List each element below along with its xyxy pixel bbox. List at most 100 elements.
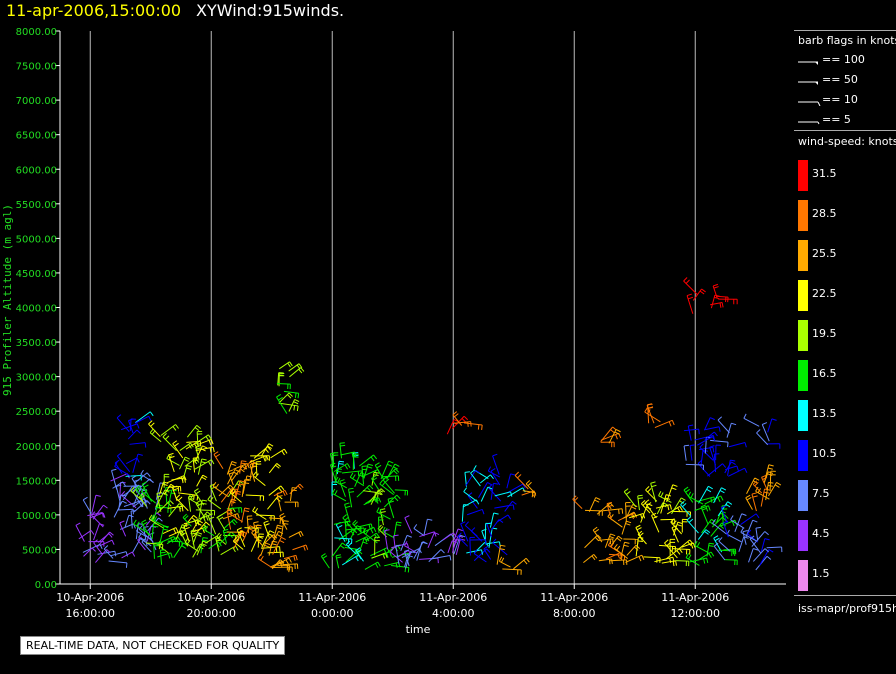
- wind-barb: [625, 501, 631, 523]
- wind-barb: [212, 481, 229, 497]
- wind-barb: [720, 505, 728, 524]
- wind-barb: [460, 521, 469, 542]
- wind-barb: [149, 428, 162, 443]
- wind-barb: [706, 542, 715, 557]
- wind-barb: [713, 487, 727, 504]
- wind-barb: [103, 545, 114, 559]
- wind-barb: [470, 469, 481, 487]
- wind-barb: [339, 442, 346, 459]
- wind-barb: [268, 485, 285, 496]
- wind-barb: [352, 519, 362, 533]
- wind-barb: [724, 559, 738, 566]
- wind-barb: [162, 432, 177, 452]
- wind-barb: [160, 424, 179, 436]
- wind-barb: [273, 524, 283, 539]
- wind-barb: [340, 451, 357, 458]
- wind-barb: [349, 525, 362, 540]
- wind-barb: [466, 508, 485, 516]
- wind-barb: [686, 516, 699, 534]
- wind-barb: [112, 481, 126, 489]
- wind-barb: [596, 502, 614, 515]
- wind-barb: [121, 491, 137, 509]
- wind-barb: [226, 461, 237, 475]
- wind-barb: [470, 539, 487, 545]
- wind-barb: [155, 489, 170, 508]
- wind-barb: [756, 429, 769, 446]
- legend-flag-row: [796, 92, 822, 107]
- wind-barb: [163, 483, 176, 495]
- legend-speed-label: 13.5: [812, 407, 837, 420]
- wind-barb: [218, 484, 234, 497]
- wind-barb: [363, 497, 382, 506]
- y-tick-label: 1000.00: [16, 511, 57, 522]
- wind-barb: [640, 503, 653, 523]
- wind-barb: [749, 535, 762, 554]
- wind-barb: [137, 536, 146, 551]
- wind-barb: [419, 531, 437, 538]
- wind-barb: [463, 422, 483, 430]
- wind-barb: [697, 436, 716, 446]
- wind-barb: [276, 491, 283, 512]
- wind-barb: [489, 512, 499, 528]
- wind-barb: [270, 448, 288, 459]
- y-tick-label: 2000.00: [16, 442, 57, 453]
- wind-barb: [490, 468, 501, 486]
- legend-speed-label: 25.5: [812, 247, 837, 260]
- wind-barb: [473, 465, 489, 479]
- y-tick-label: 7500.00: [16, 62, 57, 73]
- wind-barb: [359, 454, 378, 467]
- wind-barb: [192, 531, 203, 545]
- wind-barb: [710, 294, 720, 309]
- wind-barb: [129, 418, 137, 432]
- wind-barb: [671, 525, 679, 543]
- wind-barb: [681, 518, 688, 533]
- wind-barb: [182, 513, 192, 527]
- wind-barb: [498, 556, 511, 568]
- wind-barb: [726, 529, 742, 543]
- wind-barb: [151, 523, 159, 540]
- wind-barb: [666, 484, 678, 503]
- wind-barb: [473, 549, 487, 563]
- wind-barb: [292, 544, 309, 551]
- wind-barb: [755, 526, 761, 541]
- wind-barb: [124, 514, 134, 528]
- wind-barb: [767, 418, 777, 433]
- wind-barb: [289, 487, 298, 502]
- wind-barb: [355, 547, 364, 562]
- x-axis-ticks: 10-Apr-2006 16:00:00 10-Apr-2006 20:00:00 11…: [56, 584, 729, 620]
- legend-speed-title: wind-speed: knots: [798, 135, 896, 148]
- wind-barb: [195, 446, 215, 453]
- wind-barb: [745, 494, 753, 510]
- wind-barb: [752, 548, 770, 562]
- wind-barb: [268, 463, 281, 474]
- legend-speed-label: 7.5: [812, 487, 830, 500]
- wind-barb: [97, 550, 117, 557]
- wind-barb: [121, 551, 136, 559]
- wind-barb: [387, 497, 395, 519]
- legend-color-swatch: [798, 400, 808, 431]
- wind-barb: [659, 544, 677, 552]
- x-tick-label-date: 10-Apr-2006: [177, 591, 245, 604]
- legend-flag-row: [796, 52, 822, 66]
- x-tick-label-time: 12:00:00: [671, 607, 720, 620]
- wind-barb: [504, 500, 517, 512]
- wind-barb: [157, 500, 174, 514]
- wind-barb: [686, 293, 694, 314]
- wind-barb: [83, 547, 96, 557]
- wind-barb: [480, 486, 493, 502]
- wind-barb: [761, 474, 768, 490]
- wind-barb: [740, 513, 760, 525]
- wind-barb: [483, 545, 492, 560]
- wind-barb: [283, 390, 300, 399]
- wind-barb: [260, 542, 271, 557]
- wind-barb: [190, 515, 209, 523]
- wind-barb: [75, 522, 85, 542]
- wind-barb: [125, 457, 140, 465]
- wind-barb: [120, 423, 140, 431]
- wind-barb: [253, 446, 272, 459]
- y-tick-label: 6500.00: [16, 131, 57, 142]
- wind-barb: [625, 554, 645, 563]
- wind-barb: [655, 504, 672, 511]
- quality-notice: REAL-TIME DATA, NOT CHECKED FOR QUALITY: [20, 636, 286, 655]
- wind-barb: [469, 536, 475, 556]
